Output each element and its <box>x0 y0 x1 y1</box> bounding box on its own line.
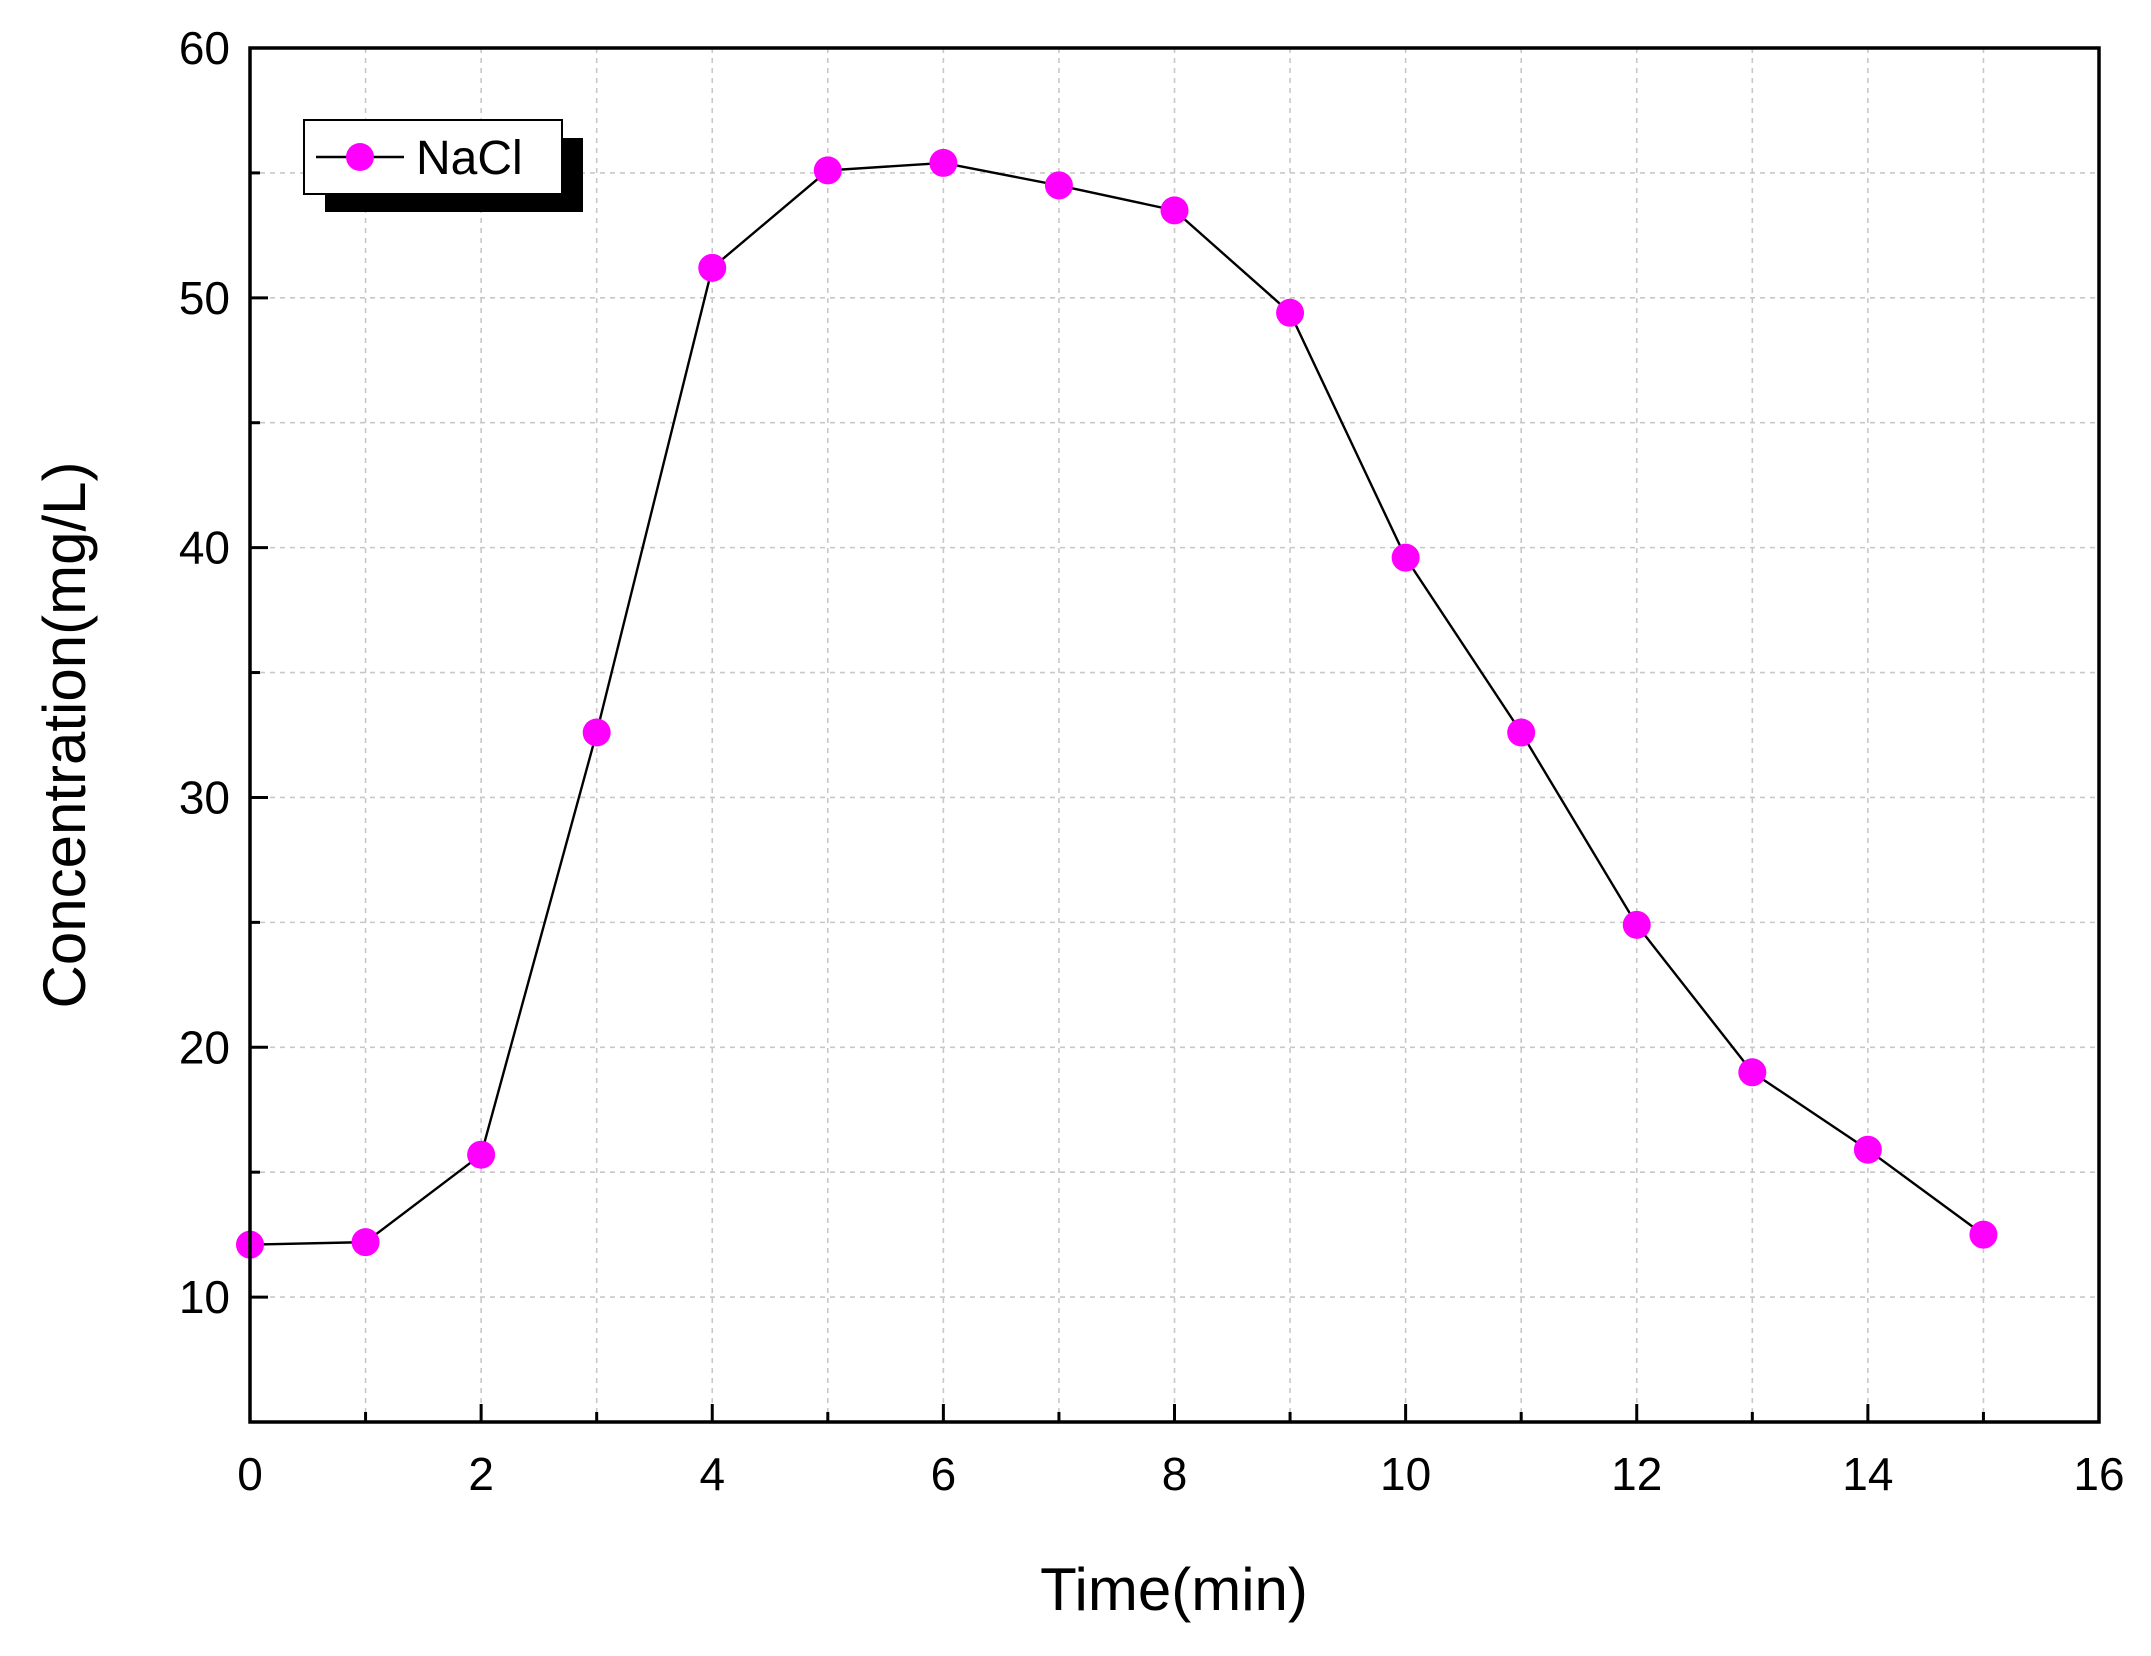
y-tick-label: 60 <box>179 22 230 74</box>
x-axis-title: Time(min) <box>1040 1556 1308 1623</box>
series-line <box>249 161 1985 1246</box>
tick-labels: 0 2 4 6 8 10 12 14 16 10 20 30 40 50 60 <box>179 22 2125 1500</box>
data-point <box>1391 543 1420 572</box>
data-point <box>1044 171 1073 200</box>
x-tick-label: 14 <box>1842 1448 1893 1500</box>
x-tick-label: 0 <box>237 1448 263 1500</box>
legend-label: NaCl <box>416 132 523 185</box>
x-tick-label: 2 <box>468 1448 494 1500</box>
y-tick-label: 40 <box>179 522 230 574</box>
y-tick-label: 50 <box>179 272 230 324</box>
data-point <box>1622 910 1651 939</box>
x-tick-label: 8 <box>1162 1448 1188 1500</box>
axis-ticks <box>248 46 2101 1422</box>
x-tick-label: 4 <box>699 1448 725 1500</box>
y-axis-title: Concentration(mg/L) <box>31 462 98 1009</box>
data-point <box>1507 718 1536 747</box>
x-tick-label: 16 <box>2073 1448 2124 1500</box>
y-tick-label: 30 <box>179 771 230 823</box>
data-point <box>582 718 611 747</box>
data-point <box>351 1228 380 1257</box>
y-tick-label: 20 <box>179 1021 230 1073</box>
data-point <box>1853 1135 1882 1164</box>
plot-frame <box>248 46 2101 1424</box>
series-layer <box>236 148 1998 1259</box>
data-point <box>1738 1058 1767 1087</box>
legend-marker <box>346 143 374 171</box>
data-point <box>1969 1220 1998 1249</box>
legend: NaCl <box>303 119 583 212</box>
grid <box>250 48 2099 1422</box>
data-point <box>467 1140 496 1169</box>
data-point <box>1276 298 1305 327</box>
x-tick-label: 10 <box>1380 1448 1431 1500</box>
data-point <box>929 148 958 177</box>
data-point <box>698 253 727 282</box>
x-tick-label: 12 <box>1611 1448 1662 1500</box>
data-point <box>1160 196 1189 225</box>
data-point <box>813 156 842 185</box>
y-tick-label: 10 <box>179 1271 230 1323</box>
x-tick-label: 6 <box>931 1448 957 1500</box>
